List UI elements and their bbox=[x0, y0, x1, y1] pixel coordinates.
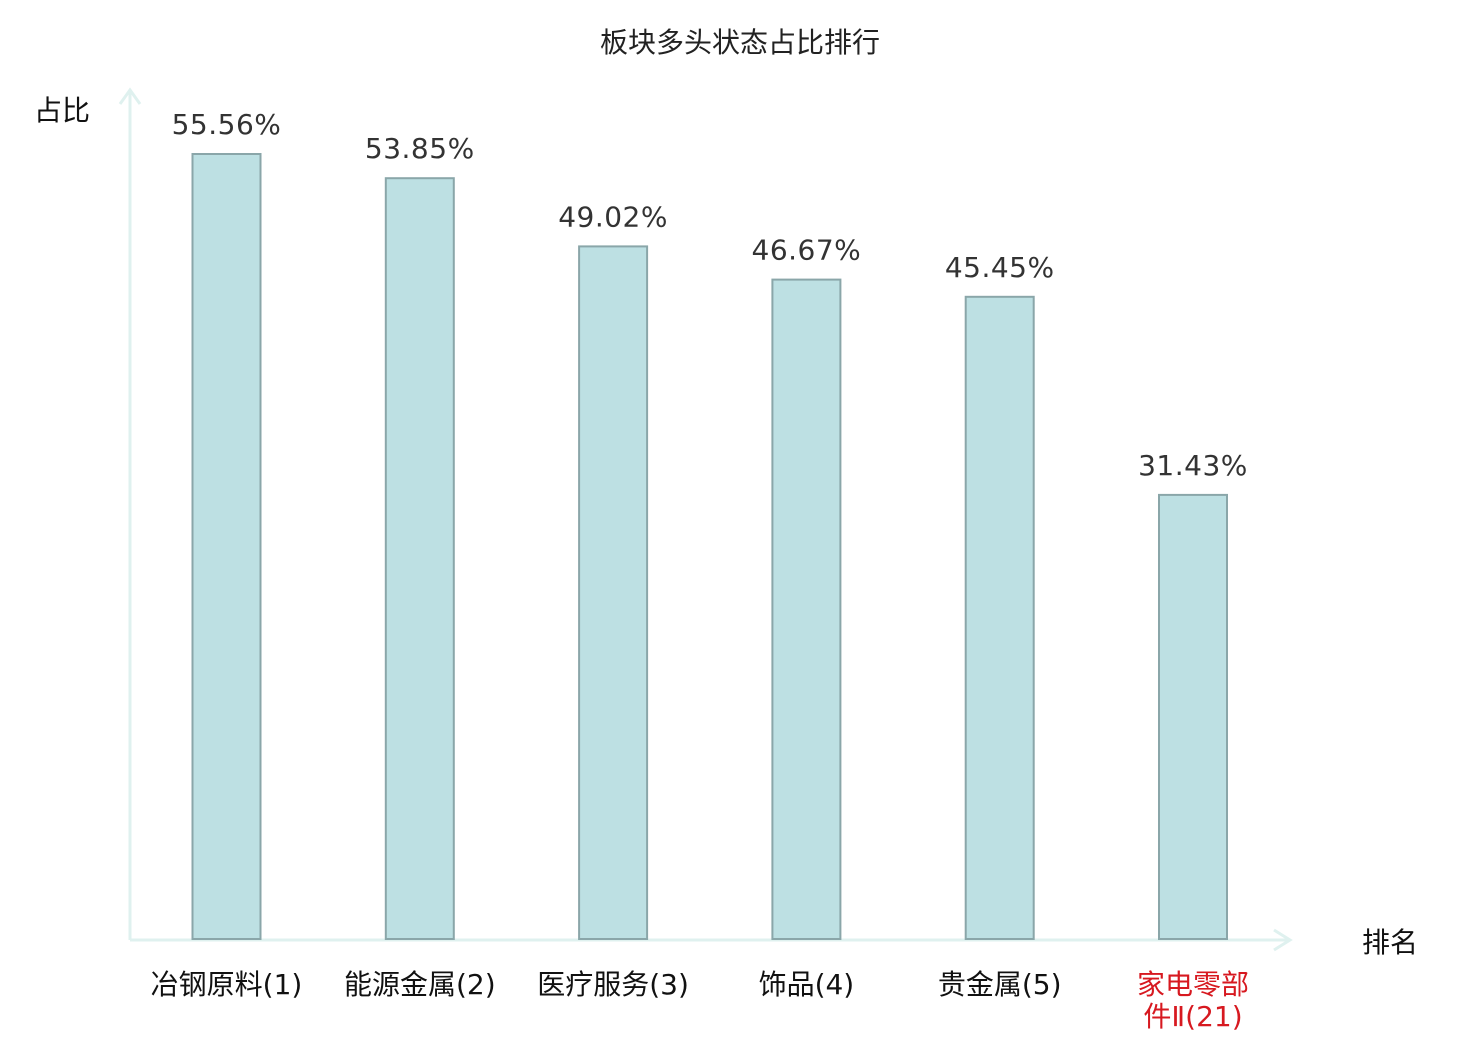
x-tick-label-6-line-2: 件Ⅱ(21) bbox=[1143, 1000, 1242, 1033]
x-axis-label: 排名 bbox=[1362, 926, 1418, 959]
y-axis-arrow bbox=[118, 87, 142, 105]
bar-5 bbox=[964, 295, 1035, 940]
x-tick-labels-group: 冶钢原料(1) 能源金属(2) 医疗服务(3) 饰品(4) 贵金属(5) 家电零部件Ⅱ(2… bbox=[151, 968, 1249, 1033]
x-tick-label-6-line-1: 家电零部 bbox=[1137, 968, 1249, 1001]
x-tick-label-5: 贵金属(5) bbox=[938, 968, 1062, 1001]
bars-group bbox=[191, 153, 1228, 941]
x-tick-label-3: 医疗服务(3) bbox=[537, 968, 689, 1001]
bar-value-label-5: 45.45% bbox=[945, 251, 1055, 284]
bar-6 bbox=[1158, 493, 1228, 940]
x-axis-arrow bbox=[1273, 928, 1293, 952]
x-tick-label-4: 饰品(4) bbox=[759, 968, 855, 1001]
bar-value-label-3: 49.02% bbox=[558, 200, 668, 233]
bar-value-label-4: 46.67% bbox=[752, 234, 862, 267]
x-tick-label-1: 冶钢原料(1) bbox=[151, 968, 303, 1001]
value-labels-group: 55.56% 53.85% 49.02% 46.67% 45.45% 31.43% bbox=[172, 108, 1248, 482]
bar-3 bbox=[578, 245, 649, 940]
x-tick-label-2: 能源金属(2) bbox=[344, 968, 496, 1001]
chart-title: 板块多头状态占比排行 bbox=[600, 26, 880, 59]
y-axis-label: 占比 bbox=[34, 94, 90, 127]
bar-4 bbox=[771, 278, 842, 941]
axes bbox=[118, 87, 1293, 952]
bar-value-label-1: 55.56% bbox=[172, 108, 282, 141]
bar-2 bbox=[384, 177, 455, 940]
bar-1 bbox=[191, 153, 262, 940]
bar-value-label-2: 53.85% bbox=[365, 132, 475, 165]
bar-value-label-6: 31.43% bbox=[1138, 449, 1248, 482]
